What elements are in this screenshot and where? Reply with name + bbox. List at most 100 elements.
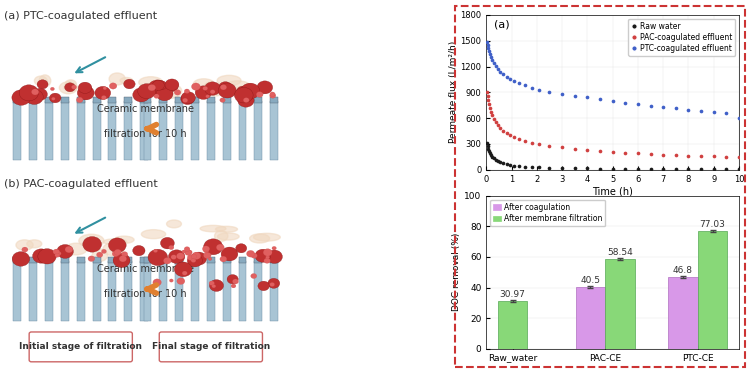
Circle shape: [256, 92, 263, 97]
Point: [707, 153, 719, 159]
Circle shape: [268, 278, 280, 288]
Bar: [238, 261, 247, 321]
Circle shape: [218, 83, 236, 98]
Bar: [109, 97, 116, 103]
Bar: [238, 101, 247, 160]
Bar: [238, 257, 247, 263]
Circle shape: [191, 252, 207, 265]
Point: [513, 136, 526, 142]
Ellipse shape: [65, 243, 87, 255]
Bar: [191, 261, 199, 321]
Text: filtration for 10 h: filtration for 10 h: [105, 129, 187, 139]
Circle shape: [170, 279, 173, 282]
Circle shape: [166, 81, 178, 92]
Circle shape: [236, 244, 247, 253]
Text: 46.8: 46.8: [673, 266, 693, 275]
Bar: [254, 257, 262, 263]
Circle shape: [191, 258, 196, 263]
Circle shape: [181, 92, 195, 104]
Point: [619, 100, 631, 106]
Bar: [124, 257, 132, 263]
Circle shape: [95, 87, 111, 100]
Point: [526, 140, 538, 145]
Ellipse shape: [204, 82, 218, 95]
Circle shape: [153, 279, 161, 286]
Point: [492, 122, 504, 128]
Text: (b): (b): [494, 200, 510, 210]
Bar: [159, 97, 167, 103]
Point: [481, 38, 493, 44]
Circle shape: [251, 253, 257, 258]
Circle shape: [153, 249, 158, 253]
Circle shape: [124, 79, 135, 89]
Bar: [61, 261, 69, 321]
Circle shape: [185, 250, 192, 256]
Bar: [270, 257, 278, 263]
Point: [695, 108, 707, 114]
Point: [569, 146, 581, 152]
Point: [520, 82, 532, 88]
Bar: [109, 257, 116, 263]
Bar: [143, 97, 152, 103]
Circle shape: [182, 250, 185, 253]
Bar: [254, 261, 262, 321]
Point: [501, 130, 513, 136]
Point: [670, 152, 682, 158]
Point: [483, 97, 495, 103]
Point: [720, 166, 732, 172]
Bar: [175, 261, 183, 321]
Bar: [668, 277, 697, 349]
Circle shape: [53, 249, 60, 254]
Circle shape: [203, 86, 207, 90]
Circle shape: [265, 256, 269, 259]
Point: [682, 107, 694, 113]
Text: 30.97: 30.97: [500, 290, 526, 299]
Ellipse shape: [109, 73, 125, 85]
Bar: [207, 261, 215, 321]
Point: [489, 63, 501, 69]
Bar: [605, 259, 635, 349]
Circle shape: [101, 95, 106, 100]
Point: [492, 158, 504, 164]
Circle shape: [65, 83, 75, 92]
Y-axis label: DOC removal (%): DOC removal (%): [452, 233, 461, 311]
Circle shape: [208, 257, 212, 260]
Circle shape: [113, 253, 130, 267]
Circle shape: [88, 256, 95, 261]
Circle shape: [250, 273, 257, 279]
Point: [682, 153, 694, 159]
Point: [501, 73, 513, 79]
Bar: [498, 301, 528, 349]
FancyBboxPatch shape: [159, 332, 262, 362]
Ellipse shape: [39, 75, 51, 87]
Circle shape: [148, 80, 167, 96]
Point: [594, 96, 606, 102]
Point: [645, 103, 657, 109]
Circle shape: [237, 86, 250, 97]
Bar: [222, 261, 231, 321]
Ellipse shape: [215, 231, 228, 241]
FancyBboxPatch shape: [29, 332, 133, 362]
Ellipse shape: [114, 236, 134, 243]
Ellipse shape: [200, 225, 226, 232]
Bar: [575, 287, 605, 349]
Circle shape: [19, 85, 38, 101]
Circle shape: [187, 250, 192, 254]
Point: [513, 80, 526, 86]
Ellipse shape: [167, 220, 182, 228]
Point: [670, 105, 682, 111]
Circle shape: [238, 94, 254, 107]
Ellipse shape: [65, 80, 76, 88]
Circle shape: [210, 90, 215, 94]
Text: 40.5: 40.5: [581, 276, 600, 285]
Bar: [254, 97, 262, 103]
Bar: [191, 257, 199, 263]
Circle shape: [114, 249, 121, 255]
Point: [533, 87, 545, 93]
Circle shape: [78, 86, 94, 100]
Bar: [175, 257, 183, 263]
Ellipse shape: [216, 226, 238, 232]
Circle shape: [212, 285, 216, 288]
Ellipse shape: [103, 239, 127, 245]
Ellipse shape: [79, 234, 104, 247]
